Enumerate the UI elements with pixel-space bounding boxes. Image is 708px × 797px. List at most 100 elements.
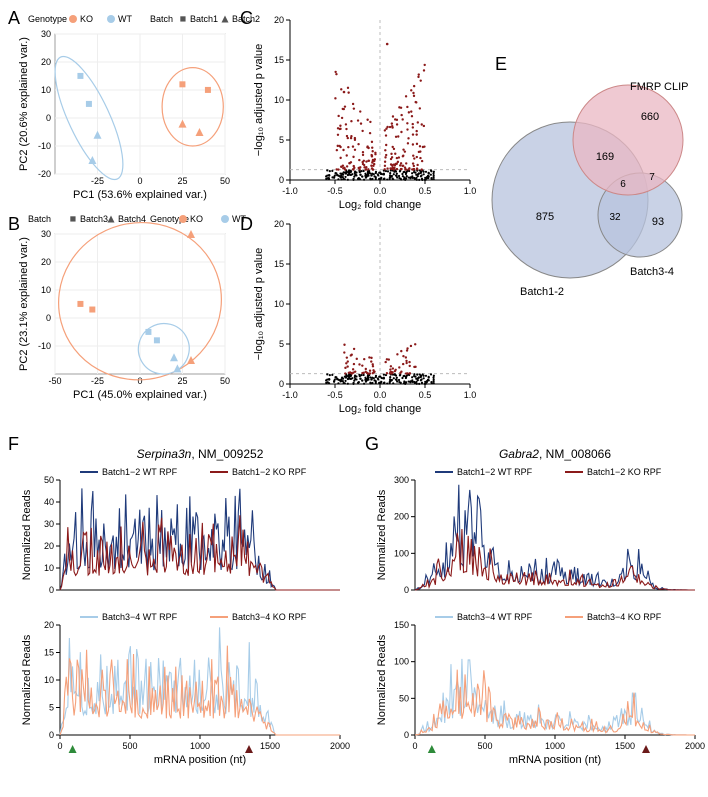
svg-text:20: 20 (41, 257, 51, 267)
svg-text:0: 0 (49, 585, 54, 595)
svg-text:A: A (8, 8, 20, 28)
svg-text:15: 15 (274, 55, 284, 65)
svg-text:-1.0: -1.0 (282, 186, 298, 196)
svg-text:0: 0 (57, 741, 62, 751)
svg-text:50: 50 (220, 176, 230, 186)
svg-text:Genotype: Genotype (28, 14, 67, 24)
svg-text:30: 30 (41, 29, 51, 39)
svg-text:-25: -25 (91, 376, 104, 386)
svg-text:Normalized Reads: Normalized Reads (376, 634, 388, 725)
svg-text:Batch3−4 WT RPF: Batch3−4 WT RPF (102, 612, 178, 622)
svg-text:Batch3−4 KO RPF: Batch3−4 KO RPF (587, 612, 662, 622)
svg-text:2000: 2000 (685, 741, 705, 751)
svg-text:0: 0 (46, 113, 51, 123)
svg-text:20: 20 (44, 620, 54, 630)
svg-text:KO: KO (190, 214, 203, 224)
volcano-panel: -1.0-0.50.00.51.005101520Log₂ fold chang… (253, 15, 476, 211)
svg-text:PC2 (23.1% explained var.): PC2 (23.1% explained var.) (18, 237, 30, 371)
svg-text:0: 0 (137, 376, 142, 386)
profile-panel: Serpina3n, NM_00925201020304050Batch1−2 … (21, 447, 350, 766)
svg-text:0.5: 0.5 (419, 390, 432, 400)
figure-svg: ABCDEFGGenotypeKOWTBatchBatch1Batch2-250… (0, 0, 708, 792)
svg-text:20: 20 (274, 15, 284, 25)
svg-text:10: 10 (41, 285, 51, 295)
svg-text:0.0: 0.0 (374, 186, 387, 196)
svg-text:50: 50 (220, 376, 230, 386)
svg-text:1000: 1000 (190, 741, 210, 751)
venn-panel: FMRP CLIPBatch1-2Batch3-4660169678753293 (492, 81, 688, 298)
svg-text:7: 7 (649, 172, 655, 183)
svg-text:93: 93 (652, 216, 664, 228)
svg-text:-25: -25 (91, 176, 104, 186)
svg-text:Batch: Batch (28, 214, 51, 224)
svg-text:E: E (495, 54, 507, 74)
svg-text:100: 100 (394, 548, 409, 558)
svg-text:50: 50 (399, 693, 409, 703)
svg-text:WT: WT (118, 14, 132, 24)
svg-text:6: 6 (620, 179, 626, 190)
svg-text:25: 25 (177, 376, 187, 386)
svg-text:PC1 (53.6% explained var.): PC1 (53.6% explained var.) (73, 189, 207, 201)
svg-text:30: 30 (41, 229, 51, 239)
svg-text:50: 50 (44, 475, 54, 485)
svg-text:-10: -10 (38, 341, 51, 351)
svg-text:25: 25 (177, 176, 187, 186)
svg-text:Normalized Reads: Normalized Reads (21, 489, 33, 580)
svg-text:Normalized Reads: Normalized Reads (376, 489, 388, 580)
svg-text:Batch2: Batch2 (232, 14, 260, 24)
svg-text:0: 0 (279, 175, 284, 185)
pca-panel: -2502550-20-100102030PC1 (53.6% explaine… (18, 29, 230, 201)
svg-text:20: 20 (41, 57, 51, 67)
svg-text:Batch1-2: Batch1-2 (520, 286, 564, 298)
svg-text:15: 15 (44, 648, 54, 658)
svg-text:WT: WT (232, 214, 246, 224)
pca-legend: GenotypeKOWTBatchBatch1Batch2 (28, 14, 260, 24)
svg-text:Log₂ fold change: Log₂ fold change (339, 199, 422, 211)
svg-text:5: 5 (49, 703, 54, 713)
svg-text:0: 0 (412, 741, 417, 751)
svg-text:Serpina3n, NM_009252: Serpina3n, NM_009252 (137, 447, 264, 461)
svg-text:-10: -10 (38, 141, 51, 151)
svg-text:-20: -20 (38, 169, 51, 179)
svg-text:10: 10 (274, 299, 284, 309)
svg-text:32: 32 (609, 212, 621, 223)
svg-text:0: 0 (279, 379, 284, 389)
svg-text:1500: 1500 (615, 741, 635, 751)
svg-text:-0.5: -0.5 (327, 186, 343, 196)
svg-text:1500: 1500 (260, 741, 280, 751)
svg-text:Batch1−2 KO RPF: Batch1−2 KO RPF (232, 467, 307, 477)
svg-text:-0.5: -0.5 (327, 390, 343, 400)
svg-text:F: F (8, 434, 19, 454)
svg-text:0: 0 (137, 176, 142, 186)
svg-text:10: 10 (44, 675, 54, 685)
svg-text:100: 100 (394, 657, 409, 667)
svg-text:Batch1−2 WT RPF: Batch1−2 WT RPF (457, 467, 533, 477)
svg-text:0: 0 (46, 313, 51, 323)
svg-text:Batch3: Batch3 (80, 214, 108, 224)
volcano-panel: -1.0-0.50.00.51.005101520Log₂ fold chang… (253, 219, 476, 415)
svg-text:200: 200 (394, 512, 409, 522)
svg-text:Batch3−4 KO RPF: Batch3−4 KO RPF (232, 612, 307, 622)
svg-text:−log₁₀ adjusted p value: −log₁₀ adjusted p value (253, 44, 265, 157)
svg-text:−log₁₀ adjusted p value: −log₁₀ adjusted p value (253, 248, 265, 361)
svg-text:1.0: 1.0 (464, 390, 477, 400)
profile-panel: Gabra2, NM_008066 0 100 200 300 Batch1−2 WT R… (376, 447, 705, 766)
svg-text:mRNA position (nt): mRNA position (nt) (509, 754, 601, 766)
svg-text:B: B (8, 214, 20, 234)
svg-text:300: 300 (394, 475, 409, 485)
figure-root: ABCDEFGGenotypeKOWTBatchBatch1Batch2-250… (0, 0, 708, 792)
svg-text:10: 10 (274, 95, 284, 105)
svg-text:1000: 1000 (545, 741, 565, 751)
svg-text:40: 40 (44, 497, 54, 507)
svg-text:150: 150 (394, 620, 409, 630)
svg-text:0: 0 (404, 730, 409, 740)
svg-text:0: 0 (404, 585, 409, 595)
svg-text:2000: 2000 (330, 741, 350, 751)
svg-text:FMRP CLIP: FMRP CLIP (630, 81, 688, 93)
svg-text:Batch1−2 KO RPF: Batch1−2 KO RPF (587, 467, 662, 477)
svg-text:1.0: 1.0 (464, 186, 477, 196)
svg-text:Gabra2, NM_008066: Gabra2, NM_008066 (499, 447, 611, 461)
pca-panel: -50-2502550-100102030PC1 (45.0% explaine… (18, 204, 239, 401)
svg-text:169: 169 (596, 151, 614, 163)
svg-text:-1.0: -1.0 (282, 390, 298, 400)
